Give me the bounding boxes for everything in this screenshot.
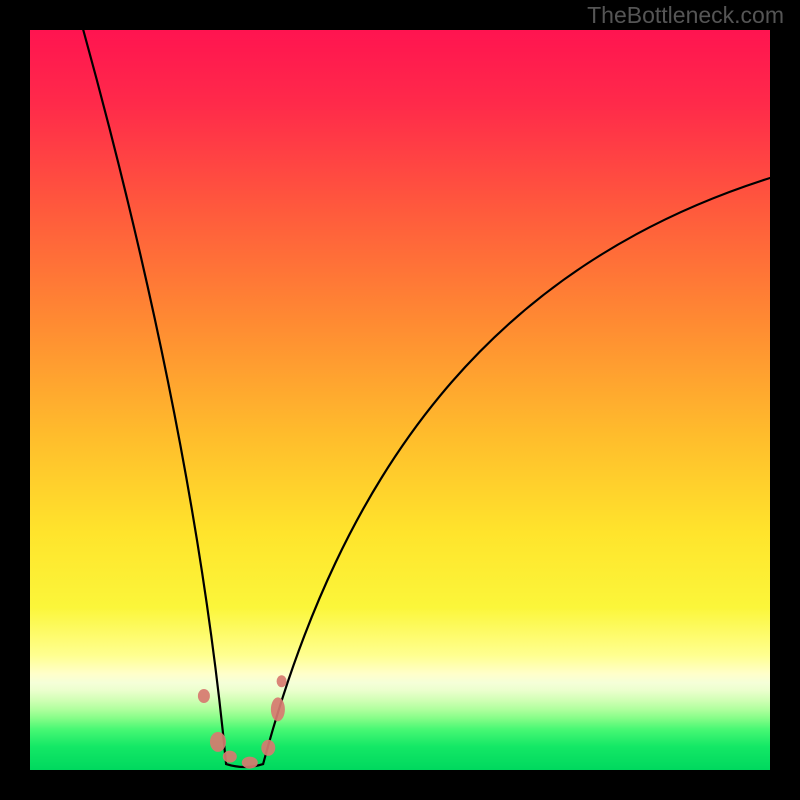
- gradient-background: [30, 30, 770, 770]
- chart-stage: TheBottleneck.com: [0, 0, 800, 800]
- marker-point: [261, 740, 275, 756]
- marker-point: [223, 751, 237, 763]
- marker-point: [271, 697, 285, 721]
- watermark-text: TheBottleneck.com: [587, 2, 784, 29]
- bottleneck-chart: [0, 0, 800, 800]
- marker-point: [198, 689, 210, 703]
- marker-point: [242, 757, 258, 769]
- marker-point: [210, 732, 226, 752]
- marker-point: [277, 675, 287, 687]
